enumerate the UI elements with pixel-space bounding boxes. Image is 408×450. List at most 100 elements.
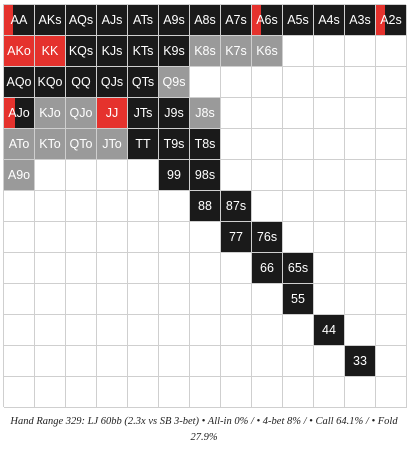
hand-cell [128, 346, 159, 377]
fourbet-share-bar [252, 5, 261, 35]
hand-cell [314, 98, 345, 129]
hand-cell [345, 253, 376, 284]
hand-label: KTo [39, 137, 61, 151]
hand-cell: J8s [190, 98, 221, 129]
hand-cell [314, 67, 345, 98]
hand-cell [66, 377, 97, 408]
hand-cell [35, 191, 66, 222]
hand-cell: KQo [35, 67, 66, 98]
hand-cell [345, 377, 376, 408]
hand-label: QQ [71, 75, 91, 89]
hand-cell [314, 222, 345, 253]
hand-cell: Q9s [159, 67, 190, 98]
hand-cell [66, 284, 97, 315]
hand-cell: A3s [345, 5, 376, 36]
hand-cell: K9s [159, 36, 190, 67]
hand-cell [4, 315, 35, 346]
hand-cell: KJs [97, 36, 128, 67]
hand-cell [35, 377, 66, 408]
hand-cell [35, 346, 66, 377]
hand-cell [221, 253, 252, 284]
hand-cell [376, 284, 407, 315]
hand-cell: A9s [159, 5, 190, 36]
hand-cell [128, 253, 159, 284]
hand-cell: 99 [159, 160, 190, 191]
hand-cell [283, 191, 314, 222]
hand-cell: AKo [4, 36, 35, 67]
hand-cell: 77 [221, 222, 252, 253]
hand-cell: 88 [190, 191, 221, 222]
hand-label: K6s [256, 44, 278, 58]
hand-cell [345, 222, 376, 253]
hand-cell [252, 346, 283, 377]
hand-cell [159, 222, 190, 253]
hand-cell: A2s [376, 5, 407, 36]
hand-cell [252, 129, 283, 160]
hand-cell [221, 346, 252, 377]
hand-label: 88 [198, 199, 212, 213]
hand-label: A4s [318, 13, 340, 27]
hand-label: A7s [225, 13, 247, 27]
hand-label: QTo [69, 137, 93, 151]
hand-cell [4, 284, 35, 315]
hand-cell: K6s [252, 36, 283, 67]
hand-label: AKo [7, 44, 31, 58]
hand-label: A2s [380, 13, 402, 27]
hand-cell [97, 377, 128, 408]
hand-cell [376, 377, 407, 408]
hand-cell [252, 377, 283, 408]
hand-cell [314, 253, 345, 284]
hand-cell [35, 315, 66, 346]
hand-cell [314, 129, 345, 160]
hand-label: 33 [353, 354, 367, 368]
hand-cell [97, 191, 128, 222]
hand-label: 66 [260, 261, 274, 275]
hand-label: ATs [133, 13, 153, 27]
hand-cell: QTs [128, 67, 159, 98]
hand-cell [283, 98, 314, 129]
hand-cell [221, 284, 252, 315]
hand-cell [376, 191, 407, 222]
hand-cell: 44 [314, 315, 345, 346]
hand-label: 99 [167, 168, 181, 182]
hand-cell: A5s [283, 5, 314, 36]
hand-cell: AKs [35, 5, 66, 36]
hand-cell: KQs [66, 36, 97, 67]
hand-cell [190, 346, 221, 377]
hand-cell [66, 346, 97, 377]
hand-cell [283, 67, 314, 98]
hand-cell: ATo [4, 129, 35, 160]
hand-cell [221, 67, 252, 98]
hand-cell [97, 253, 128, 284]
hand-cell [345, 315, 376, 346]
hand-cell [159, 346, 190, 377]
hand-cell [252, 67, 283, 98]
hand-cell [376, 253, 407, 284]
hand-cell [314, 36, 345, 67]
hand-cell: 98s [190, 160, 221, 191]
hand-label: AQo [6, 75, 32, 89]
hand-cell [97, 284, 128, 315]
hand-cell: QJs [97, 67, 128, 98]
hand-label: J8s [195, 106, 215, 120]
hand-label: KQo [37, 75, 63, 89]
hand-cell: 76s [252, 222, 283, 253]
hand-cell: A7s [221, 5, 252, 36]
hand-cell [252, 160, 283, 191]
hand-label: AA [10, 13, 28, 27]
hand-cell [376, 222, 407, 253]
hand-cell: 33 [345, 346, 376, 377]
hand-cell [283, 129, 314, 160]
hand-cell [376, 315, 407, 346]
hand-cell [159, 315, 190, 346]
hand-cell: QJo [66, 98, 97, 129]
hand-cell [190, 253, 221, 284]
hand-cell [345, 129, 376, 160]
hand-label: Q9s [162, 75, 186, 89]
hand-cell [314, 284, 345, 315]
hand-cell [314, 160, 345, 191]
hand-label: AKs [38, 13, 62, 27]
hand-cell: KJo [35, 98, 66, 129]
hand-label: A9s [163, 13, 185, 27]
hand-label: 44 [322, 323, 336, 337]
